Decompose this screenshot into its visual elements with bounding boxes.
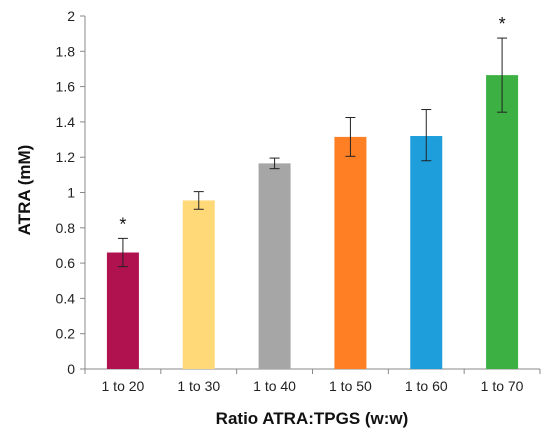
x-tick-label: 1 to 60 bbox=[405, 378, 448, 394]
bar bbox=[106, 252, 139, 369]
bars: ** bbox=[106, 14, 519, 369]
x-axis-title: Ratio ATRA:TPGS (w:w) bbox=[216, 409, 409, 428]
x-tick-label: 1 to 20 bbox=[102, 378, 145, 394]
y-axis: 0 0.2 0.4 0.6 0.8 1 1.2 1.4 1.6 1.8 2 bbox=[56, 8, 86, 377]
bar bbox=[410, 136, 443, 369]
bar bbox=[182, 200, 215, 369]
y-tick-label: 1.4 bbox=[56, 114, 76, 130]
y-tick-label: 0.2 bbox=[56, 326, 76, 342]
significance-marker: * bbox=[119, 214, 126, 234]
y-tick-label: 0 bbox=[67, 361, 75, 377]
x-tick-label: 1 to 70 bbox=[481, 378, 524, 394]
y-tick-label: 1.2 bbox=[56, 149, 76, 165]
x-tick-label: 1 to 50 bbox=[329, 378, 372, 394]
y-tick-label: 1 bbox=[67, 185, 75, 201]
bar bbox=[334, 136, 367, 369]
y-tick-label: 1.6 bbox=[56, 79, 76, 95]
x-axis: 1 to 20 1 to 30 1 to 40 1 to 50 1 to 60 1 to … bbox=[84, 368, 541, 394]
significance-marker: * bbox=[499, 14, 506, 34]
y-tick-label: 1.8 bbox=[56, 43, 76, 59]
y-tick-label: 0.4 bbox=[56, 290, 76, 306]
y-tick-label: 0.8 bbox=[56, 220, 76, 236]
y-axis-title: ATRA (mM) bbox=[15, 145, 34, 236]
bar bbox=[486, 75, 519, 369]
y-tick-label: 2 bbox=[67, 8, 75, 24]
y-tick-label: 0.6 bbox=[56, 255, 76, 271]
bar bbox=[258, 163, 291, 369]
x-tick-label: 1 to 30 bbox=[177, 378, 220, 394]
x-tick-label: 1 to 40 bbox=[253, 378, 296, 394]
